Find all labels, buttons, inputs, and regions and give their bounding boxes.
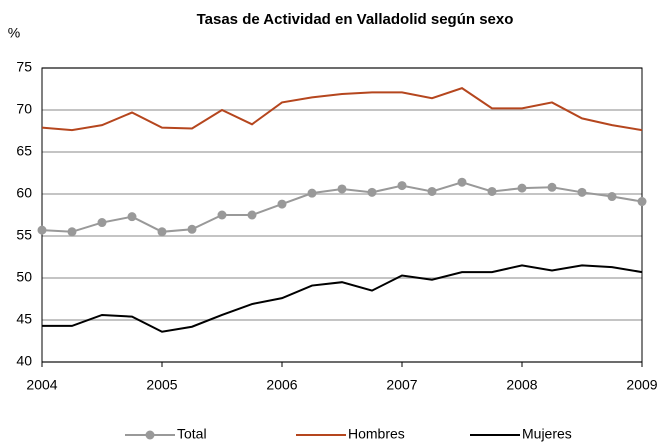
data-point xyxy=(577,187,587,197)
x-tick-label: 2009 xyxy=(626,377,657,393)
data-point xyxy=(367,187,377,197)
plot-frame xyxy=(41,67,643,363)
legend-marker xyxy=(145,430,155,440)
data-point xyxy=(37,225,47,235)
legend-label: Hombres xyxy=(348,426,405,442)
y-axis-label: % xyxy=(8,25,20,41)
y-tick-label: 70 xyxy=(16,101,32,117)
data-point xyxy=(217,210,227,220)
data-point xyxy=(247,210,257,220)
y-tick-label: 75 xyxy=(16,59,32,75)
data-point xyxy=(277,199,287,209)
data-point xyxy=(157,227,167,237)
data-point xyxy=(517,183,527,193)
legend-label: Mujeres xyxy=(522,426,572,442)
series-line xyxy=(42,264,643,333)
data-point xyxy=(427,186,437,196)
data-point xyxy=(547,182,557,192)
data-point xyxy=(187,224,197,234)
x-tick-label: 2008 xyxy=(506,377,537,393)
y-tick-label: 60 xyxy=(16,185,32,201)
legend-label: Total xyxy=(177,426,207,442)
x-tick-label: 2004 xyxy=(26,377,57,393)
data-point xyxy=(607,192,617,202)
data-point xyxy=(97,218,107,228)
data-point xyxy=(487,186,497,196)
x-tick-label: 2006 xyxy=(266,377,297,393)
y-tick-label: 40 xyxy=(16,353,32,369)
data-point xyxy=(127,212,137,222)
y-tick-label: 65 xyxy=(16,143,32,159)
x-tick-label: 2005 xyxy=(146,377,177,393)
chart-title: Tasas de Actividad en Valladolid según s… xyxy=(197,11,514,28)
data-point xyxy=(637,197,647,207)
data-point xyxy=(67,227,77,237)
x-tick-label: 2007 xyxy=(386,377,417,393)
y-tick-label: 45 xyxy=(16,311,32,327)
y-tick-label: 50 xyxy=(16,269,32,285)
series-line xyxy=(41,87,643,132)
data-point xyxy=(397,181,407,191)
data-point xyxy=(307,188,317,198)
data-point xyxy=(337,184,347,194)
y-tick-label: 55 xyxy=(16,227,32,243)
data-point xyxy=(457,177,467,187)
